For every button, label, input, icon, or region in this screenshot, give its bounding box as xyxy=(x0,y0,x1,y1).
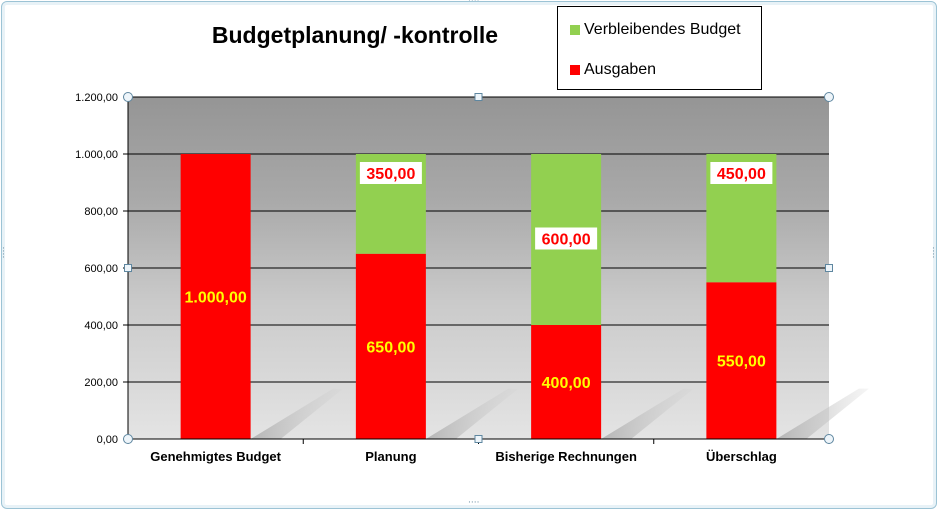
selection-handle-side xyxy=(474,435,483,443)
selection-handle-corner xyxy=(824,92,834,102)
legend-item-verbleibendes-budget: Verbleibendes Budget xyxy=(570,20,741,40)
y-tick-label: 1.200,00 xyxy=(75,92,118,104)
x-category-label: Überschlag xyxy=(706,449,777,464)
bar-shadow xyxy=(601,388,694,439)
y-tick-label: 800,00 xyxy=(84,206,118,218)
legend-label: Verbleibendes Budget xyxy=(584,21,741,38)
selection-handle-side xyxy=(124,264,132,272)
y-tick-label: 0,00 xyxy=(97,434,118,446)
y-tick-label: 200,00 xyxy=(84,377,118,389)
selection-handle-corner xyxy=(824,434,834,444)
bar-ausgaben xyxy=(531,325,602,439)
legend-swatch-green xyxy=(570,25,580,35)
x-category-label: Bisherige Rechnungen xyxy=(495,449,637,464)
resize-handle-right[interactable]: · · · · xyxy=(932,244,935,263)
data-label-box xyxy=(359,162,422,184)
bar-shadow xyxy=(425,388,519,439)
legend-item-ausgaben: Ausgaben xyxy=(570,60,656,80)
bar-ausgaben xyxy=(706,282,777,439)
data-label-ausgaben: 1.000,00 xyxy=(184,290,246,307)
legend-swatch-red xyxy=(570,65,580,75)
data-label-verbleibendes-budget: 350,00 xyxy=(366,166,415,183)
y-tick-label: 600,00 xyxy=(84,263,118,275)
data-label-box xyxy=(535,227,598,250)
data-label-ausgaben: 550,00 xyxy=(717,354,766,371)
y-tick-label: 1.000,00 xyxy=(75,149,118,161)
selection-handle-corner xyxy=(123,434,133,444)
data-label-ausgaben: 400,00 xyxy=(542,375,591,392)
bar-shadow xyxy=(776,388,869,439)
bar-ausgaben xyxy=(180,154,251,439)
chart-legend: Verbleibendes Budget Ausgaben xyxy=(557,6,762,90)
x-category-label: Planung xyxy=(365,449,416,464)
data-label-ausgaben: 650,00 xyxy=(366,339,415,356)
chart-title: Budgetplanung/ -kontrolle xyxy=(211,22,499,48)
resize-handle-bottom[interactable]: ···· xyxy=(468,498,480,508)
legend-label: Ausgaben xyxy=(584,61,657,78)
resize-handle-left[interactable]: · · · · xyxy=(2,244,5,263)
x-category-label: Genehmigtes Budget xyxy=(150,449,281,464)
bar-shadow xyxy=(250,388,344,439)
bar-ausgaben xyxy=(355,253,426,439)
resize-handle-top[interactable]: ···· xyxy=(468,0,480,6)
selection-handle-side xyxy=(474,93,483,101)
data-label-box xyxy=(710,162,773,184)
data-label-verbleibendes-budget: 450,00 xyxy=(717,166,766,183)
y-tick-label: 400,00 xyxy=(84,320,118,332)
selection-handle-corner xyxy=(123,92,133,102)
selection-handle-side xyxy=(825,264,833,272)
data-label-verbleibendes-budget: 600,00 xyxy=(542,232,591,249)
